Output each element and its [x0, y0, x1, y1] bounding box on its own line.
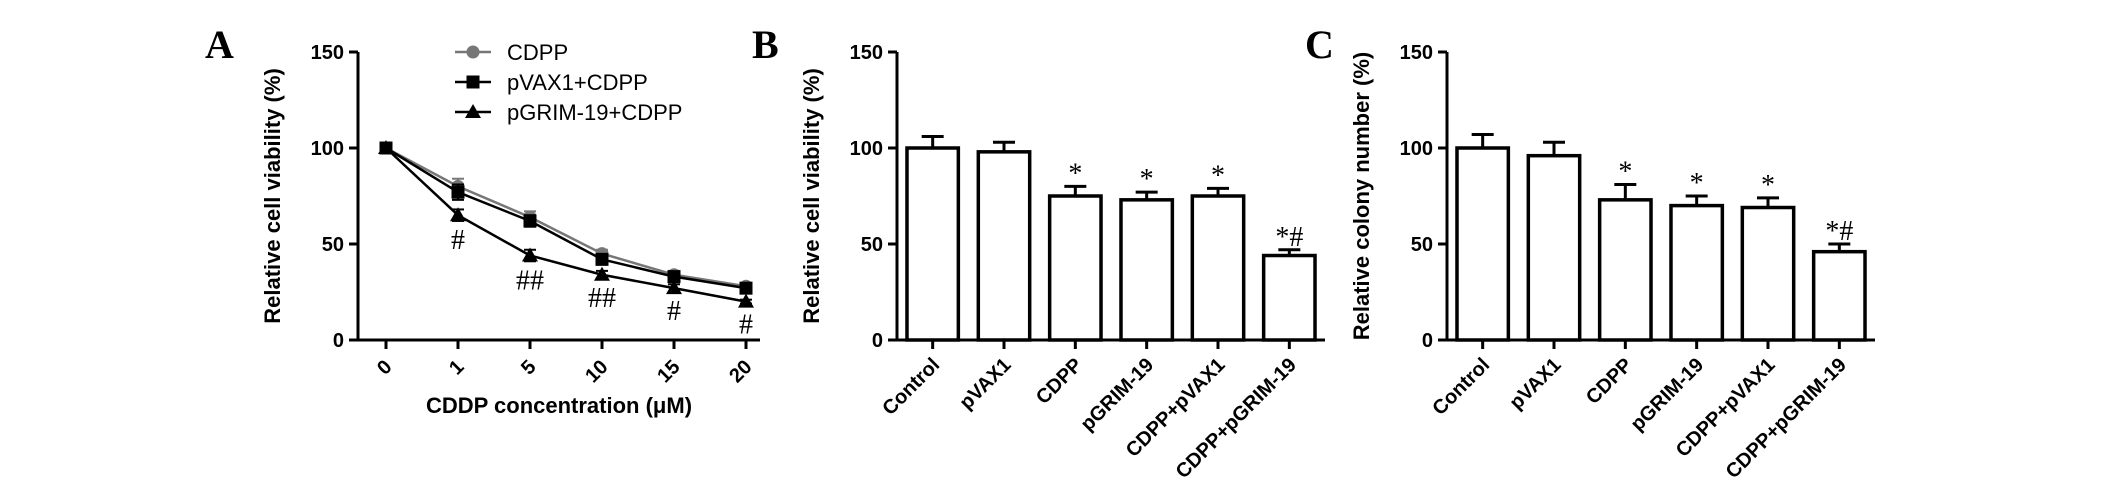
panel-c-letter: C — [1305, 22, 1334, 67]
panel-c-significance-label: *# — [1825, 216, 1853, 247]
panel-b-significance-label: * — [1140, 164, 1154, 195]
panel-c-y-axis-title: Relative colony number (%) — [1349, 52, 1374, 341]
panel-b-x-tick-label: Control — [878, 354, 944, 420]
panel-a-legend-label: pGRIM-19+CDPP — [507, 100, 682, 125]
panel-a-data-point — [594, 266, 610, 281]
panel-c-y-tick-label: 0 — [1422, 330, 1433, 352]
panel-c-x-tick-label: pVAX1 — [1505, 354, 1565, 414]
panel-c-significance-label: * — [1618, 156, 1632, 187]
panel-a-significance-label: # — [667, 296, 681, 327]
panel-b-x-tick-label: CDPP — [1032, 354, 1087, 409]
panel-b-bar-chart: B 0 50 100 150 Relative cell viability (%) Co… — [752, 22, 1325, 483]
panel-b-x-tick-label: pVAX1 — [955, 354, 1015, 414]
panel-a-legend-marker — [466, 45, 480, 59]
panel-a-data-point — [450, 207, 466, 222]
panel-b-significance-label: * — [1068, 158, 1082, 189]
panel-b-bar — [1047, 194, 1103, 342]
panel-c-y-tick-label: 100 — [1400, 138, 1433, 160]
panel-b-y-tick-label: 0 — [872, 330, 883, 352]
panel-a-significance-label: ## — [588, 283, 616, 314]
panel-a-data-point — [739, 281, 753, 295]
panel-b-significance-label: *# — [1275, 222, 1303, 253]
panel-a-data-point — [738, 293, 754, 308]
panel-b-bar — [976, 150, 1032, 342]
panel-a-x-tick-label: 10 — [581, 356, 612, 387]
panel-a-data-point — [522, 247, 538, 262]
panel-a-y-tick-label: 50 — [322, 234, 344, 256]
panel-a-data-point — [451, 185, 465, 199]
panel-a-significance-label: # — [739, 310, 753, 341]
panel-a-series-line-2 — [385, 147, 747, 303]
panel-b-y-tick-label: 50 — [861, 234, 883, 256]
panel-b-bar — [1119, 198, 1175, 342]
panel-a-series-line-1 — [385, 146, 747, 290]
panel-a-x-tick-label: 5 — [517, 356, 540, 379]
panel-a-letter: A — [205, 22, 234, 67]
panel-b-bar — [1190, 194, 1246, 342]
panel-b-y-axis-title: Relative cell viability (%) — [799, 68, 824, 324]
panel-b-y-tick-label: 100 — [850, 138, 883, 160]
panel-a-x-tick-label: 0 — [373, 356, 396, 379]
panel-c-significance-label: * — [1761, 170, 1775, 201]
panel-c-x-tick-label: CDPP+pGRIM-19 — [1722, 354, 1851, 483]
panel-c-bar — [1597, 198, 1653, 342]
panel-c-x-tick-label: Control — [1428, 354, 1494, 420]
panel-b-bar — [905, 146, 961, 342]
panel-c-bar — [1740, 205, 1796, 342]
panel-b-x-tick-label: CDPP+pGRIM-19 — [1172, 354, 1301, 483]
panel-a-significance-label: ## — [516, 265, 544, 296]
panel-c-x-tick-label: CDPP — [1582, 354, 1637, 409]
panel-a-x-tick-label: 15 — [653, 356, 684, 387]
panel-a-legend-label: pVAX1+CDPP — [507, 70, 648, 95]
panel-a-data-point — [666, 280, 682, 295]
panel-c-bar — [1455, 146, 1511, 342]
panel-a-x-axis-title: CDDP concentration (μM) — [426, 393, 692, 418]
panel-b-y-tick-label: 150 — [850, 42, 883, 64]
panel-a-y-tick-label: 0 — [333, 330, 344, 352]
panel-c-significance-label: * — [1690, 168, 1704, 199]
panel-c-y-tick-label: 150 — [1400, 42, 1433, 64]
panel-a-legend-label: CDPP — [507, 40, 568, 65]
panel-c-bar — [1811, 249, 1867, 342]
panel-a-data-point — [523, 214, 537, 228]
panel-a-line-chart: A 0 50 100 150 Relative cell viability (%) 0 1… — [205, 22, 760, 418]
panel-a-data-point — [595, 252, 609, 266]
panel-a-data-point — [667, 270, 681, 284]
panel-b-letter: B — [752, 22, 779, 67]
panel-a-legend-marker — [466, 75, 480, 89]
panel-b-significance-label: * — [1211, 160, 1225, 191]
panel-c-bar — [1526, 153, 1582, 342]
panel-a-series-line-0 — [385, 146, 747, 288]
panel-c-y-tick-label: 50 — [1411, 234, 1433, 256]
panel-a-data-point — [378, 140, 394, 154]
panel-c-bar-chart: C 0 50 100 150 Relative colony number (%) Con… — [1305, 22, 1875, 483]
panel-a-legend-marker — [465, 104, 481, 118]
panel-a-y-axis-title: Relative cell viability (%) — [260, 68, 285, 324]
panel-a-x-tick-label: 20 — [725, 356, 756, 387]
panel-b-bar — [1261, 253, 1317, 342]
panel-a-y-tick-label: 150 — [311, 42, 344, 64]
panel-a-y-tick-label: 100 — [311, 138, 344, 160]
panel-a-x-tick-label: 1 — [445, 356, 468, 379]
panel-c-bar — [1669, 203, 1725, 342]
panel-a-significance-label: # — [451, 225, 465, 256]
